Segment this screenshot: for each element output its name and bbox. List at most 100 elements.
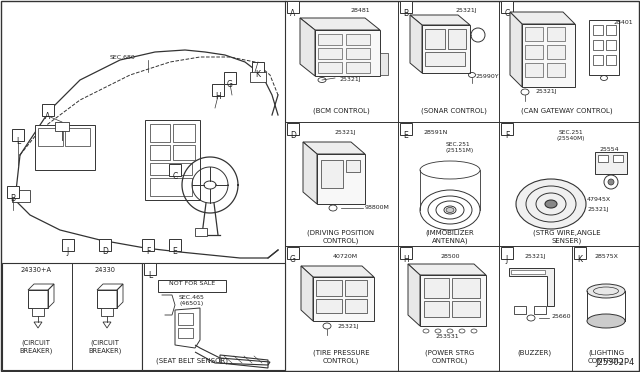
Bar: [547, 27, 565, 41]
Ellipse shape: [587, 284, 625, 298]
Bar: [287, 1, 299, 13]
Bar: [12, 129, 24, 141]
Text: (BUZZER): (BUZZER): [517, 350, 551, 356]
Bar: [145, 120, 200, 200]
Bar: [169, 239, 181, 251]
Bar: [501, 247, 513, 259]
Text: 25660: 25660: [551, 314, 570, 319]
Bar: [2, 263, 142, 370]
Text: (POWER STRG
CONTROL): (POWER STRG CONTROL): [426, 350, 475, 364]
Bar: [195, 228, 207, 236]
Bar: [28, 290, 48, 308]
Text: 28575X: 28575X: [594, 254, 618, 259]
Ellipse shape: [446, 208, 454, 212]
Polygon shape: [420, 275, 486, 326]
Bar: [62, 239, 74, 251]
Text: G: G: [227, 80, 233, 89]
Text: G: G: [290, 255, 296, 264]
Text: (SONAR CONTROL): (SONAR CONTROL): [421, 108, 487, 115]
Text: L: L: [148, 271, 152, 280]
Text: (CAN GATEWAY CONTROL): (CAN GATEWAY CONTROL): [521, 108, 613, 115]
Bar: [593, 25, 603, 35]
Bar: [55, 122, 69, 131]
Text: (DRIVING POSITION
CONTROL): (DRIVING POSITION CONTROL): [307, 230, 374, 244]
Bar: [287, 247, 299, 259]
Bar: [321, 160, 343, 188]
Bar: [144, 263, 156, 275]
Bar: [173, 145, 195, 160]
Text: SEC.251
(25151M): SEC.251 (25151M): [446, 142, 474, 153]
Text: 25321J: 25321J: [535, 89, 557, 94]
Bar: [99, 239, 111, 251]
Bar: [318, 34, 342, 45]
Bar: [97, 290, 117, 308]
Polygon shape: [509, 268, 554, 306]
Bar: [346, 62, 370, 73]
Polygon shape: [422, 25, 470, 73]
Text: 25321J: 25321J: [337, 324, 358, 329]
Text: B: B: [403, 9, 408, 18]
Text: (LIGHTING
CONTROL): (LIGHTING CONTROL): [588, 350, 624, 364]
Text: C: C: [504, 9, 509, 18]
Bar: [511, 270, 545, 274]
Text: 25321J: 25321J: [587, 207, 609, 212]
Bar: [287, 123, 299, 135]
Text: 28481: 28481: [350, 8, 370, 13]
Text: SEC.680: SEC.680: [110, 55, 136, 60]
Text: 40720M: 40720M: [332, 254, 358, 259]
Text: K: K: [255, 70, 260, 79]
Bar: [448, 29, 466, 49]
Text: H: H: [403, 255, 409, 264]
Bar: [574, 247, 586, 259]
Bar: [318, 48, 342, 59]
Text: 24330+A: 24330+A: [20, 267, 51, 273]
Text: C: C: [172, 172, 178, 181]
Text: 25321J: 25321J: [455, 8, 477, 13]
Text: 25321J: 25321J: [340, 77, 362, 82]
Ellipse shape: [587, 314, 625, 328]
Bar: [593, 40, 603, 50]
Text: SEC.465
(46501): SEC.465 (46501): [179, 295, 205, 306]
Bar: [7, 186, 19, 198]
Text: (IMMOBILIZER
ANTENNA): (IMMOBILIZER ANTENNA): [426, 230, 474, 244]
Bar: [318, 62, 342, 73]
Bar: [250, 72, 266, 82]
Bar: [35, 125, 95, 170]
Bar: [589, 20, 619, 75]
Bar: [547, 45, 565, 59]
Text: NOT FOR SALE: NOT FOR SALE: [169, 281, 215, 286]
Text: 25321J: 25321J: [334, 130, 356, 135]
Bar: [606, 40, 616, 50]
Polygon shape: [301, 266, 313, 321]
Text: 25321J: 25321J: [524, 254, 546, 259]
Bar: [173, 124, 195, 142]
Bar: [150, 163, 192, 175]
Text: 47945X: 47945X: [587, 197, 611, 202]
Text: 25554: 25554: [599, 147, 619, 152]
Bar: [142, 263, 285, 370]
Polygon shape: [303, 142, 317, 204]
Bar: [345, 299, 367, 313]
Polygon shape: [410, 15, 422, 73]
Polygon shape: [510, 12, 575, 24]
Text: (TIRE PRESSURE
CONTROL): (TIRE PRESSURE CONTROL): [313, 350, 369, 364]
Bar: [598, 155, 608, 162]
Bar: [346, 48, 370, 59]
Text: F: F: [146, 247, 150, 256]
Bar: [346, 160, 360, 172]
Bar: [501, 1, 513, 13]
Polygon shape: [303, 142, 365, 154]
Polygon shape: [300, 18, 380, 30]
Text: E: E: [404, 131, 408, 140]
Bar: [606, 25, 616, 35]
Text: A: A: [291, 9, 296, 18]
Bar: [252, 62, 264, 74]
Bar: [142, 239, 154, 251]
Text: 98800M: 98800M: [365, 205, 390, 210]
Bar: [316, 299, 342, 313]
Polygon shape: [313, 277, 374, 321]
Bar: [525, 45, 543, 59]
Polygon shape: [408, 264, 486, 275]
Bar: [346, 34, 370, 45]
Bar: [32, 308, 44, 316]
